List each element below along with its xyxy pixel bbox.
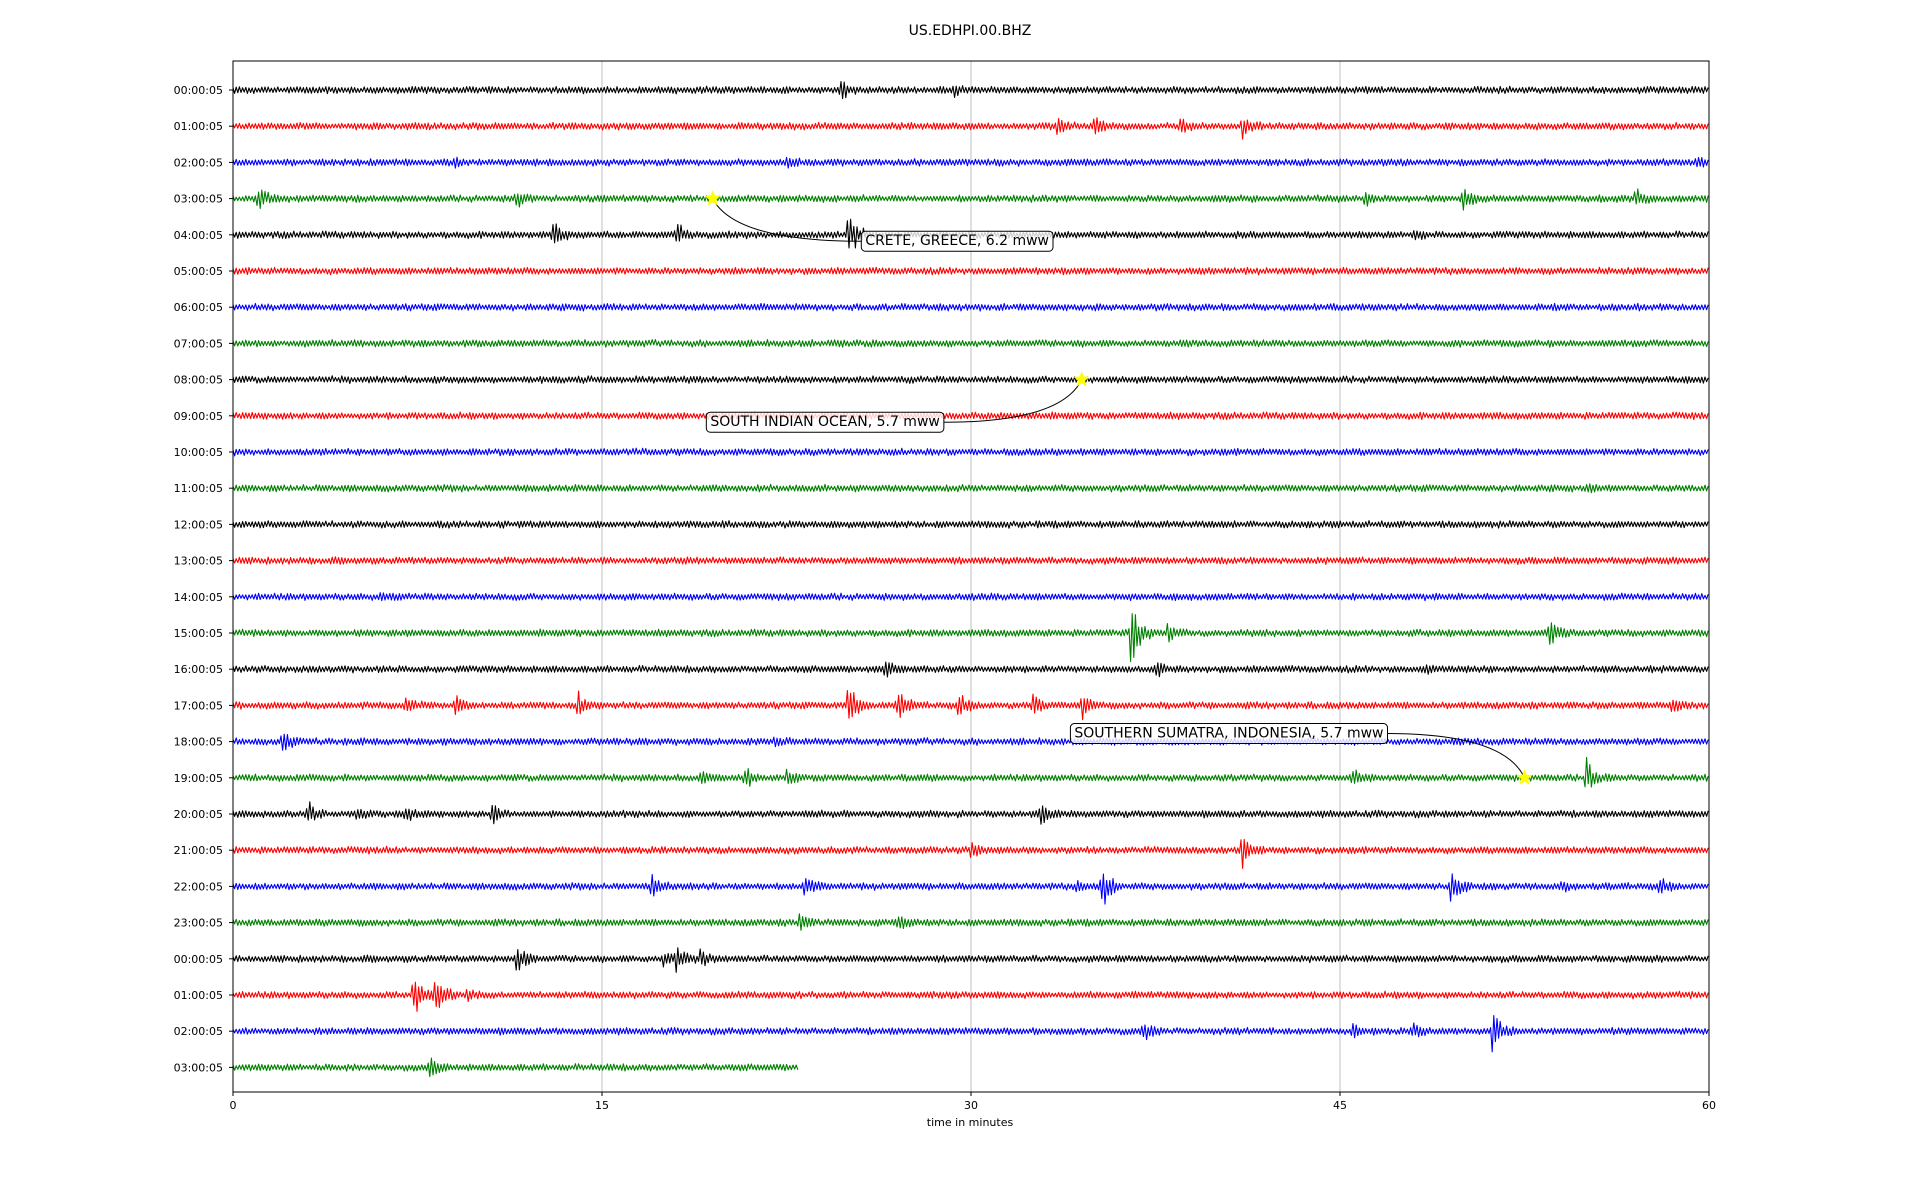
event-connector xyxy=(712,198,862,242)
event-label: SOUTH INDIAN OCEAN, 5.7 mww xyxy=(710,414,940,430)
y-tick-label: 02:00:05 xyxy=(174,1025,223,1038)
event-star-marker xyxy=(704,189,721,206)
trace-row xyxy=(232,302,1709,312)
trace-row xyxy=(232,520,1709,529)
x-tick-label: 15 xyxy=(595,1099,609,1112)
x-tick-label: 60 xyxy=(1702,1099,1716,1112)
y-tick-label: 18:00:05 xyxy=(174,736,223,749)
event-label-box xyxy=(860,230,1054,252)
trace-row xyxy=(232,756,1709,788)
x-tick-label: 30 xyxy=(964,1099,978,1112)
y-tick-label: 00:00:05 xyxy=(174,953,223,966)
y-tick-label: 07:00:05 xyxy=(174,337,223,350)
trace-row xyxy=(232,873,1709,905)
trace-row xyxy=(232,1015,1709,1053)
trace-row xyxy=(232,556,1709,566)
y-tick-label: 15:00:05 xyxy=(174,627,223,640)
trace-row xyxy=(232,447,1709,457)
y-tick-label: 22:00:05 xyxy=(174,880,223,893)
y-tick-label: 16:00:05 xyxy=(174,663,223,676)
event-connector xyxy=(1387,733,1525,779)
chart-title: US.EDHPI.00.BHZ xyxy=(909,23,1032,39)
event-label: CRETE, GREECE, 6.2 mww xyxy=(865,233,1049,249)
trace-row xyxy=(232,339,1709,348)
y-tick-label: 00:00:05 xyxy=(174,84,223,97)
trace-row xyxy=(232,947,1709,973)
seismic-traces xyxy=(232,80,1709,1078)
trace-row xyxy=(232,689,1709,721)
event-label: SOUTHERN SUMATRA, INDONESIA, 5.7 mww xyxy=(1074,726,1383,742)
y-tick-label: 17:00:05 xyxy=(174,699,223,712)
trace-row xyxy=(232,981,1709,1012)
trace-row xyxy=(232,913,1709,931)
event-annotation: SOUTH INDIAN OCEAN, 5.7 mww xyxy=(705,370,1090,433)
event-label-box xyxy=(1069,723,1388,745)
event-annotation: SOUTHERN SUMATRA, INDONESIA, 5.7 mww xyxy=(1069,723,1533,785)
y-tick-label: 19:00:05 xyxy=(174,772,223,785)
y-tick-label: 12:00:05 xyxy=(174,518,223,531)
y-tick-label: 08:00:05 xyxy=(174,374,223,387)
trace-row xyxy=(232,80,1709,100)
trace-row xyxy=(232,483,1709,494)
event-connector xyxy=(943,379,1083,423)
event-label-box xyxy=(705,411,945,433)
event-annotation: CRETE, GREECE, 6.2 mww xyxy=(704,189,1054,252)
trace-row xyxy=(232,1057,799,1078)
y-tick-label: 13:00:05 xyxy=(174,555,223,568)
y-tick-label: 02:00:05 xyxy=(174,156,223,169)
event-star-marker xyxy=(1073,370,1090,387)
y-tick-label: 11:00:05 xyxy=(174,482,223,495)
y-tick-label: 03:00:05 xyxy=(174,1061,223,1074)
y-tick-label: 01:00:05 xyxy=(174,989,223,1002)
y-tick-label: 03:00:05 xyxy=(174,193,223,206)
x-tick-label: 0 xyxy=(230,1099,237,1112)
trace-row xyxy=(232,661,1709,678)
grid-lines xyxy=(601,61,1341,1092)
trace-row xyxy=(232,838,1709,869)
y-tick-label: 06:00:05 xyxy=(174,301,223,314)
x-axis-ticks: 0 15 30 45 60 xyxy=(230,1092,1716,1112)
trace-row xyxy=(232,117,1709,140)
trace-row xyxy=(232,156,1709,169)
y-tick-label: 10:00:05 xyxy=(174,446,223,459)
trace-row xyxy=(232,375,1709,385)
trace-row xyxy=(232,801,1709,825)
x-axis-label: time in minutes xyxy=(927,1116,1014,1129)
y-tick-label: 09:00:05 xyxy=(174,410,223,423)
trace-row xyxy=(232,592,1709,602)
trace-row xyxy=(232,188,1709,211)
y-tick-label: 14:00:05 xyxy=(174,591,223,604)
y-tick-label: 01:00:05 xyxy=(174,120,223,133)
event-annotations: CRETE, GREECE, 6.2 mww SOUTH INDIAN OCEAN… xyxy=(704,189,1533,785)
y-tick-label: 04:00:05 xyxy=(174,229,223,242)
trace-row xyxy=(232,411,1709,421)
y-axis-ticks: 00:00:05 01:00:05 02:00:05 03:00:05 04:00:05… xyxy=(174,84,233,1074)
trace-row xyxy=(232,733,1709,751)
y-tick-label: 23:00:05 xyxy=(174,917,223,930)
trace-row xyxy=(232,613,1709,663)
trace-row xyxy=(232,266,1709,276)
x-tick-label: 45 xyxy=(1333,1099,1347,1112)
event-star-marker xyxy=(1516,769,1533,785)
y-tick-label: 21:00:05 xyxy=(174,844,223,857)
y-tick-label: 05:00:05 xyxy=(174,265,223,278)
y-tick-label: 20:00:05 xyxy=(174,808,223,821)
